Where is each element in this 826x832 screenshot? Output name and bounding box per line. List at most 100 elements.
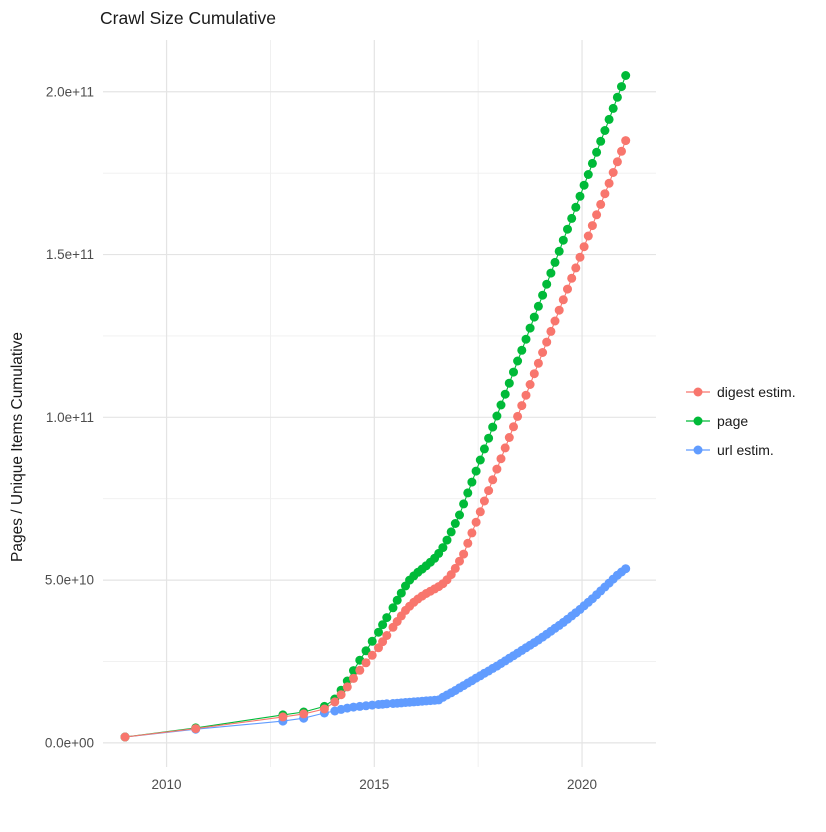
data-point-digest-estim: [355, 665, 365, 675]
data-point-page: [596, 136, 606, 146]
data-point-page: [567, 213, 577, 223]
data-point-page: [361, 646, 371, 656]
data-point-digest-estim: [342, 682, 352, 692]
legend: digest estim. page url estim.: [686, 384, 796, 458]
data-point-page: [446, 527, 456, 537]
data-point-page: [542, 279, 552, 289]
data-point-digest-estim: [191, 724, 201, 734]
data-point-page: [388, 603, 398, 613]
data-point-page: [484, 433, 494, 443]
data-point-page: [463, 488, 473, 498]
legend-key-point-digest-estim: [693, 387, 703, 397]
data-point-page: [442, 535, 452, 545]
data-point-digest-estim: [542, 337, 552, 347]
legend-label-digest-estim: digest estim.: [717, 384, 796, 400]
x-tick-label: 2020: [567, 777, 597, 792]
data-point-page: [575, 191, 585, 201]
grid-minor-lines: [103, 40, 656, 767]
data-point-page: [592, 147, 602, 157]
data-point-page: [459, 499, 469, 509]
data-point-page: [563, 224, 572, 234]
data-point-page: [500, 389, 510, 399]
data-point-page: [517, 345, 527, 355]
data-point-digest-estim: [479, 496, 489, 506]
data-point-digest-estim: [621, 136, 631, 146]
data-point-digest-estim: [538, 348, 548, 357]
data-point-digest-estim: [509, 422, 518, 432]
data-point-digest-estim: [525, 380, 535, 389]
y-axis-tick-labels: 0.0e+00 5.0e+10 1.0e+11 1.5e+11 2.0e+11: [45, 84, 94, 750]
data-point-page: [604, 114, 614, 124]
y-tick-label: 1.5e+11: [46, 247, 94, 262]
data-point-digest-estim: [558, 295, 568, 305]
data-point-page: [475, 455, 485, 465]
data-point-digest-estim: [382, 631, 392, 640]
series-digest-estim: [120, 136, 631, 742]
data-point-page: [583, 170, 593, 179]
data-point-page: [538, 290, 548, 300]
y-tick-label: 2.0e+11: [46, 84, 94, 99]
data-point-digest-estim: [336, 690, 346, 700]
data-point-digest-estim: [600, 189, 610, 199]
data-point-digest-estim: [571, 263, 581, 273]
data-point-digest-estim: [592, 210, 602, 220]
data-point-digest-estim: [608, 168, 618, 177]
data-point-digest-estim: [120, 732, 130, 742]
y-tick-label: 1.0e+11: [46, 410, 94, 425]
data-point-page: [467, 477, 477, 487]
data-point-page: [579, 180, 589, 190]
data-point-digest-estim: [546, 326, 556, 336]
data-point-page: [587, 158, 597, 168]
data-point-digest-estim: [579, 242, 589, 252]
data-point-digest-estim: [513, 411, 523, 421]
data-point-digest-estim: [504, 433, 514, 442]
y-tick-label: 5.0e+10: [45, 573, 94, 588]
data-point-digest-estim: [467, 528, 477, 538]
data-point-digest-estim: [550, 316, 560, 326]
legend-item-page: page: [686, 413, 748, 429]
y-axis-title: Pages / Unique Items Cumulative: [9, 332, 26, 562]
data-point-page: [558, 235, 568, 245]
data-point-page: [529, 312, 539, 322]
legend-label-url-estim: url estim.: [717, 442, 774, 458]
data-point-digest-estim: [575, 252, 585, 262]
data-point-digest-estim: [612, 157, 622, 167]
data-point-digest-estim: [554, 305, 564, 315]
data-point-digest-estim: [500, 443, 510, 453]
data-point-page: [504, 378, 514, 388]
data-point-page: [571, 202, 581, 212]
data-point-page: [621, 71, 631, 80]
data-point-digest-estim: [517, 401, 527, 411]
legend-label-page: page: [717, 413, 748, 429]
y-tick-label: 0.0e+00: [45, 735, 94, 750]
data-point-page: [455, 510, 464, 520]
legend-item-digest-estim: digest estim.: [686, 384, 796, 400]
data-point-page: [533, 301, 543, 311]
data-point-page: [600, 126, 610, 135]
chart-title: Crawl Size Cumulative: [100, 8, 276, 28]
data-point-page: [617, 82, 626, 92]
data-point-page: [513, 356, 523, 366]
data-point-digest-estim: [587, 221, 597, 231]
data-point-digest-estim: [567, 273, 577, 283]
x-tick-label: 2015: [359, 777, 389, 792]
data-point-digest-estim: [459, 549, 469, 559]
data-point-page: [438, 543, 448, 553]
data-point-page: [550, 257, 560, 267]
grid-major-lines: [103, 40, 656, 767]
data-point-digest-estim: [563, 284, 572, 294]
data-point-digest-estim: [361, 658, 371, 668]
data-point-digest-estim: [463, 538, 473, 548]
data-point-digest-estim: [617, 146, 626, 156]
data-point-digest-estim: [492, 464, 502, 474]
legend-item-url-estim: url estim.: [686, 442, 774, 458]
data-point-page: [525, 323, 535, 333]
data-series-layer: [120, 71, 631, 742]
data-point-digest-estim: [349, 673, 358, 683]
data-point-page: [479, 444, 489, 454]
data-point-digest-estim: [521, 390, 531, 400]
x-axis-tick-labels: 2010 2015 2020: [152, 777, 598, 792]
data-point-page: [496, 400, 506, 410]
